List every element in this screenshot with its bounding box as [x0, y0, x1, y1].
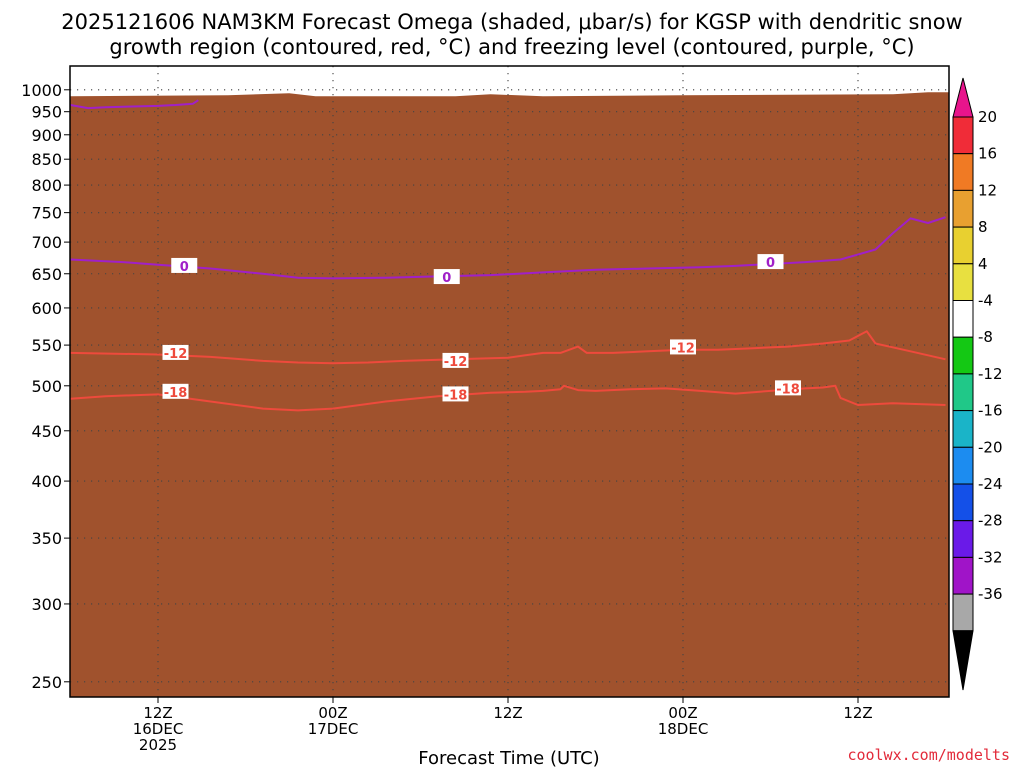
- y-tick-label-1000: 1000: [21, 81, 62, 100]
- credit-text: coolwx.com/modelts: [847, 746, 1010, 764]
- colorbar-box-3: [952, 226, 974, 265]
- colorbar-top-arrow: [952, 77, 974, 118]
- y-tick-label-750: 750: [31, 204, 62, 223]
- colorbar-label-11: -28: [978, 512, 1003, 530]
- colorbar-bottom-arrow: [952, 630, 974, 691]
- plot-frame: [69, 65, 950, 698]
- y-tick-label-700: 700: [31, 233, 62, 252]
- colorbar-legend: 20 16 12 8 4 -4 -8 -12 -16 -20 -24 -28 -32 -36: [952, 77, 1003, 691]
- y-tick-label-350: 350: [31, 529, 62, 548]
- contour-label-m18-1: -18: [444, 388, 468, 403]
- y-axis: 250 300 350 400 450 500 550 600 650 700 750 800 850 9…: [21, 81, 70, 692]
- y-tick-label-600: 600: [31, 299, 62, 318]
- colorbar-label-5: -4: [978, 292, 993, 310]
- colorbar-label-10: -24: [978, 475, 1003, 493]
- colorbar-label-4: 4: [978, 255, 988, 273]
- colorbar-box-13: [952, 593, 974, 632]
- colorbar-label-9: -20: [978, 438, 1003, 456]
- contour-label-m12-1: -12: [444, 355, 468, 370]
- colorbar-box-5: [952, 300, 974, 338]
- x-tick-label-40-0: 12Z: [843, 704, 872, 722]
- colorbar-label-12: -32: [978, 548, 1003, 566]
- x-tick-label-0-2: 2025: [139, 736, 177, 754]
- plot-area: -18 -18 -18 -12 -12 -12 0 0 0: [69, 65, 950, 698]
- y-tick-label-800: 800: [31, 176, 62, 195]
- contour-label-bg-zero-0: [171, 257, 198, 273]
- colorbar-box-8: [952, 410, 974, 448]
- contour-label-m18-0: -18: [164, 386, 188, 401]
- colorbar-label-8: -16: [978, 402, 1003, 420]
- x-axis-label: Forecast Time (UTC): [418, 748, 599, 768]
- y-tick-label-400: 400: [31, 472, 62, 491]
- chart-title-line-2: growth region (contoured, red, °C) and f…: [109, 35, 914, 59]
- x-tick-label-30-0: 00Z: [668, 704, 697, 722]
- contour-zero_low: [70, 99, 199, 110]
- colorbar-box-12: [952, 556, 974, 595]
- x-tick-label-30-1: 18DEC: [658, 720, 709, 738]
- contour-label-bg-m18-0: [162, 383, 189, 399]
- colorbar-label-1: 16: [978, 145, 997, 163]
- contour-label-bg-m12-2: [670, 339, 696, 355]
- colorbar-label-13: -36: [978, 585, 1003, 603]
- colorbar-label-6: -8: [978, 328, 993, 346]
- colorbar-label-2: 12: [978, 181, 997, 199]
- colorbar-box-0: [952, 116, 974, 155]
- colorbar-label-3: 8: [978, 218, 988, 236]
- y-tick-label-550: 550: [31, 336, 62, 355]
- colorbar-box-4: [952, 263, 974, 301]
- contour-label-m12-0: -12: [164, 347, 188, 362]
- y-tick-label-850: 850: [31, 150, 62, 169]
- y-tick-label-900: 900: [31, 126, 62, 145]
- chart-title-line-1: 2025121606 NAM3KM Forecast Omega (shaded…: [61, 10, 962, 34]
- y-tick-label-300: 300: [31, 595, 62, 614]
- y-tick-label-450: 450: [31, 422, 62, 441]
- x-tick-label-10-0: 00Z: [318, 704, 347, 722]
- contour-label-bg-zero-1: [433, 269, 460, 285]
- contour-m12: [70, 330, 946, 365]
- contour-label-m12-2: -12: [671, 341, 695, 356]
- colorbar-label-0: 20: [978, 108, 997, 126]
- contour-label-zero-1: 0: [442, 271, 451, 286]
- x-tick-label-20-0: 12Z: [493, 704, 522, 722]
- colorbar-box-10: [952, 483, 974, 522]
- colorbar-box-7: [952, 373, 974, 412]
- y-tick-label-950: 950: [31, 103, 62, 122]
- contour-label-bg-zero-2: [757, 254, 784, 270]
- contour-m18: [70, 384, 946, 412]
- contour-label-bg-m18-1: [442, 386, 469, 402]
- ground-terrain: [70, 92, 949, 697]
- contour-label-bg-m12-1: [442, 352, 469, 368]
- x-tick-label-0-1: 16DEC: [133, 720, 184, 738]
- contour-label-bg-m18-2: [775, 380, 801, 396]
- colorbar-box-2: [952, 189, 974, 228]
- x-tick-label-0-0: 12Z: [143, 704, 172, 722]
- y-tick-label-500: 500: [31, 377, 62, 396]
- contour-label-bg-m12-0: [162, 344, 189, 360]
- x-tick-label-10-1: 17DEC: [308, 720, 359, 738]
- colorbar-box-1: [952, 153, 974, 191]
- contour-label-m18-2: -18: [776, 382, 800, 397]
- colorbar-box-11: [952, 520, 974, 558]
- y-tick-label-250: 250: [31, 673, 62, 692]
- contour-label-zero-0: 0: [180, 260, 189, 275]
- plot-content: -18 -18 -18 -12 -12 -12 0 0 0: [70, 66, 949, 697]
- y-tick-label-650: 650: [31, 265, 62, 284]
- colorbar-box-6: [952, 336, 974, 375]
- colorbar-label-7: -12: [978, 365, 1003, 383]
- contour-label-zero-2: 0: [766, 256, 775, 271]
- colorbar-box-9: [952, 446, 974, 485]
- contour-zero: [70, 216, 946, 280]
